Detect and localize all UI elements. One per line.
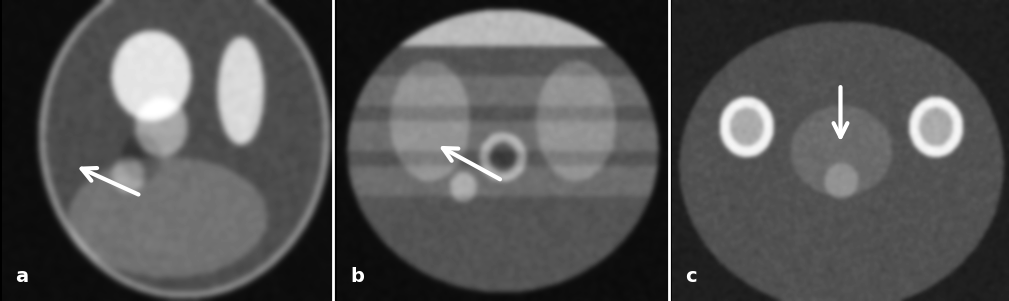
Text: b: b — [350, 267, 364, 286]
Text: a: a — [15, 267, 28, 286]
Text: c: c — [685, 267, 697, 286]
